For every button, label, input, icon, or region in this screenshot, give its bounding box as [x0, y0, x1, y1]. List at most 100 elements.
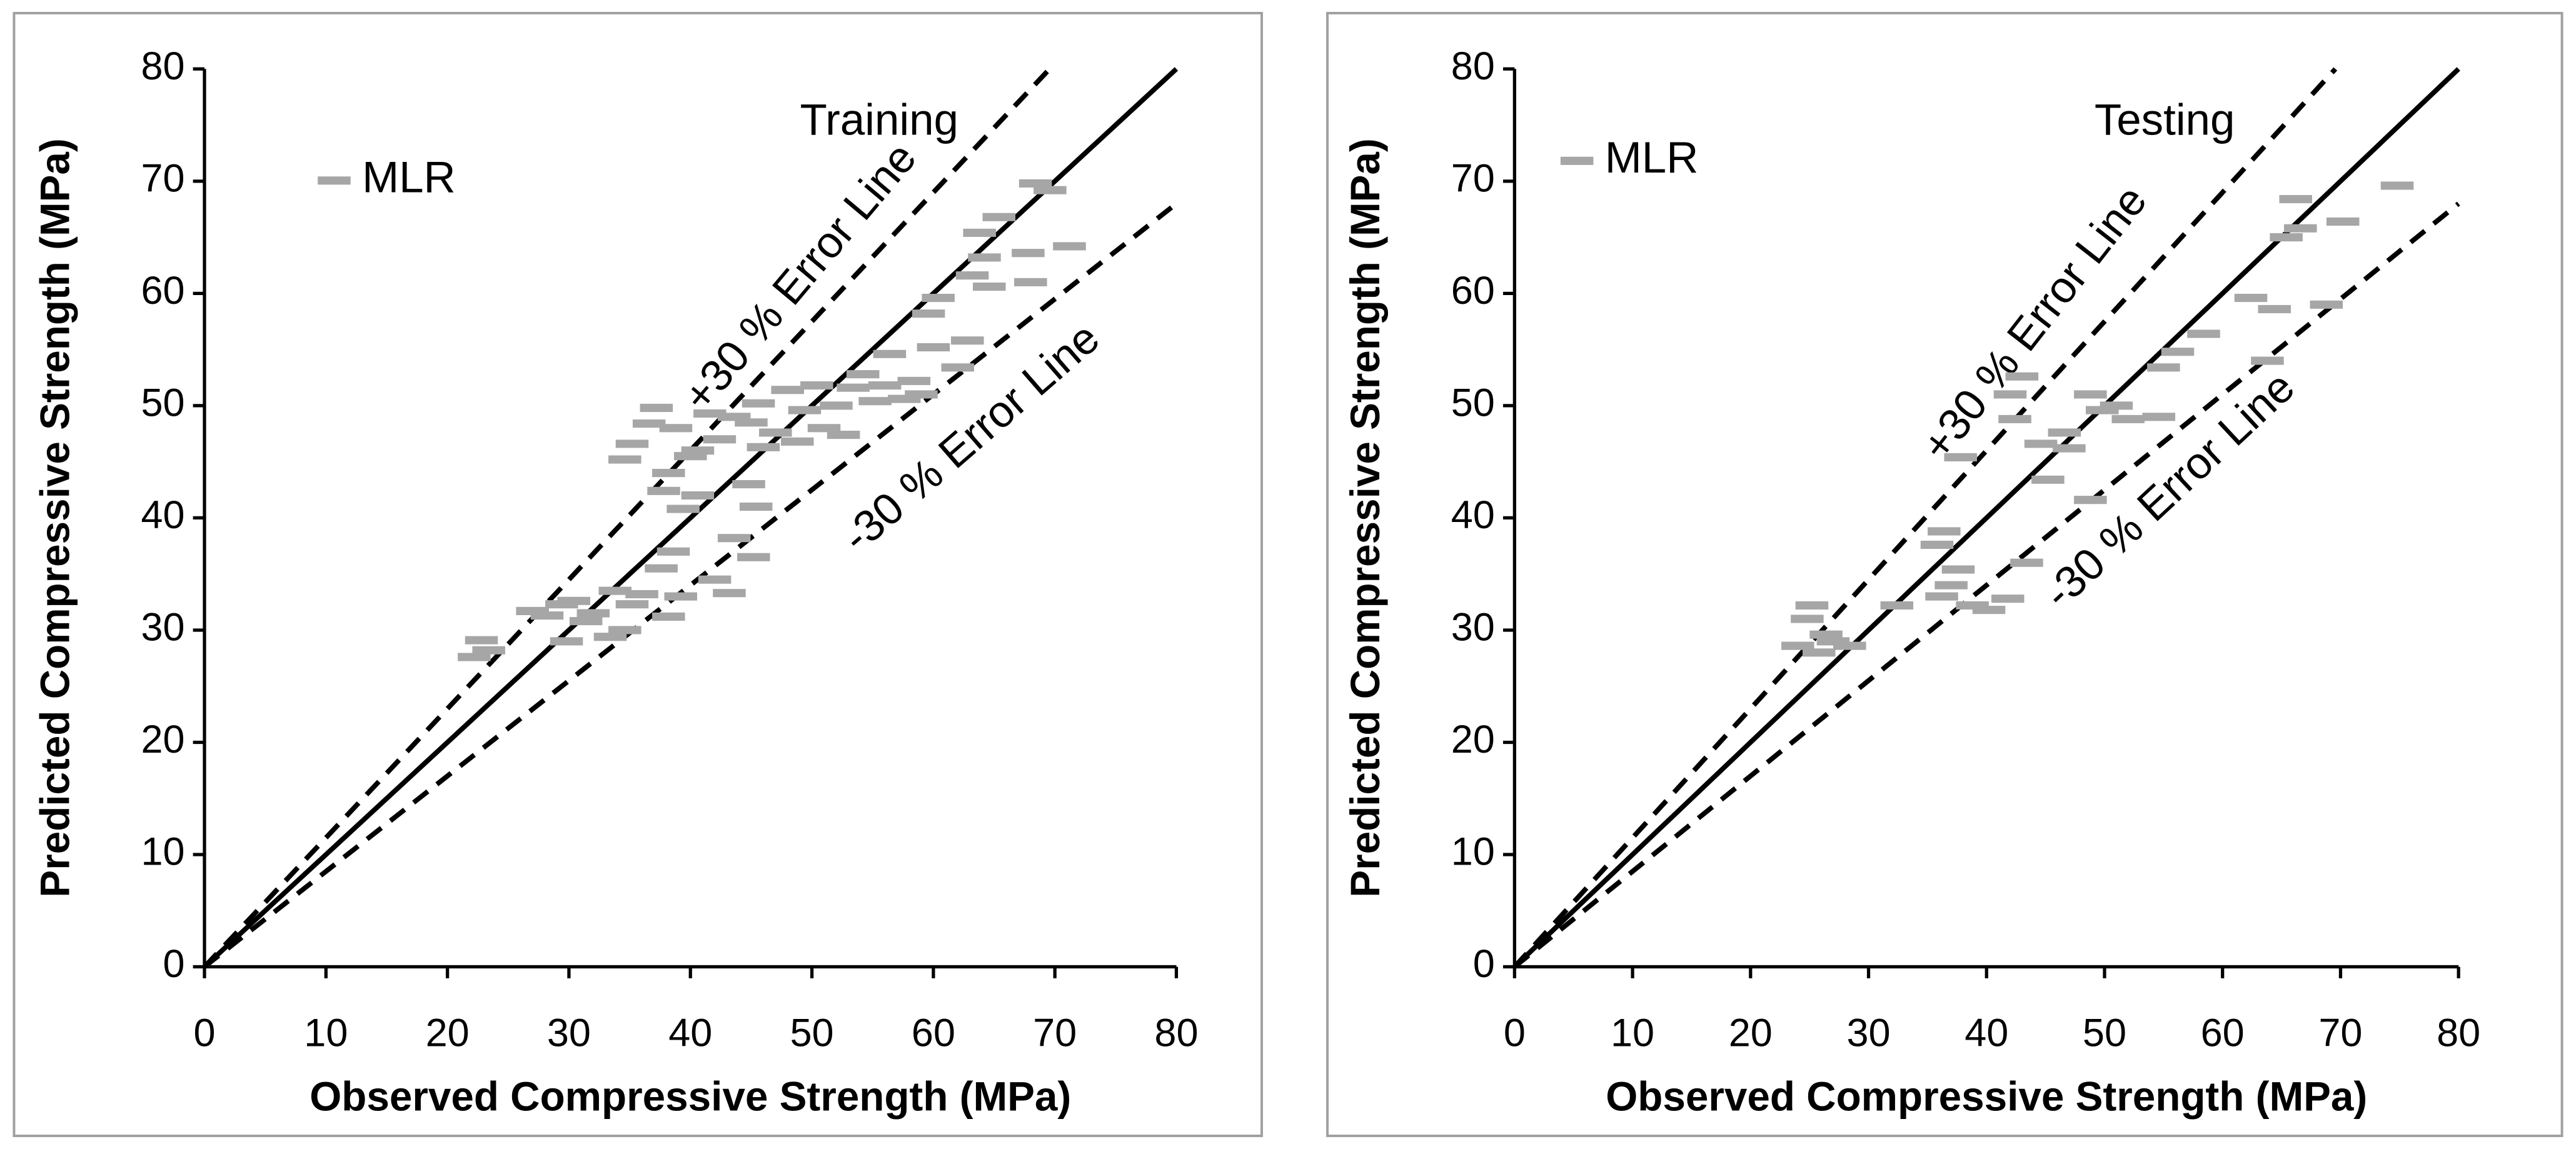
point [758, 428, 792, 437]
point [2147, 363, 2180, 372]
point [2279, 194, 2312, 204]
point [2010, 558, 2043, 567]
reference-line [1512, 201, 2460, 969]
x-tick-label: 50 [790, 1011, 834, 1055]
point [982, 213, 1016, 221]
point [2380, 181, 2414, 190]
point [780, 437, 814, 446]
point [1019, 179, 1052, 188]
x-tick-label: 80 [2437, 1011, 2480, 1055]
point [917, 343, 950, 352]
point [550, 637, 583, 646]
y-tick-label: 50 [141, 381, 184, 425]
point [858, 397, 892, 406]
point [2111, 414, 2145, 423]
point [873, 349, 907, 358]
point [1941, 565, 1975, 574]
point [569, 617, 603, 626]
y-tick-label: 70 [141, 156, 184, 200]
x-tick-label: 50 [2083, 1011, 2126, 1055]
x-tick-label: 20 [426, 1011, 470, 1055]
point [645, 564, 678, 573]
point [897, 376, 931, 385]
panel-border [13, 12, 1263, 1137]
y-tick-label: 0 [163, 942, 184, 986]
point [465, 636, 498, 645]
point [608, 455, 641, 464]
point [732, 479, 765, 489]
point [681, 446, 715, 455]
annotation: -30 % Error Line [2035, 362, 2304, 618]
point [2234, 293, 2268, 303]
x-tick-label: 0 [194, 1011, 216, 1055]
reference-line [203, 201, 1178, 969]
y-tick-label: 10 [141, 830, 184, 874]
y-tick-label: 20 [1451, 718, 1495, 761]
point [1972, 606, 2006, 615]
point [1998, 414, 2031, 423]
point [771, 386, 804, 394]
x-tick-label: 30 [547, 1011, 591, 1055]
y-tick-label: 0 [1473, 942, 1495, 986]
point [837, 383, 870, 392]
x-tick-label: 20 [1729, 1011, 1773, 1055]
reference-line [203, 67, 1052, 969]
x-tick-label: 40 [668, 1011, 712, 1055]
point [717, 534, 751, 543]
point [868, 381, 902, 390]
x-tick-label: 70 [2318, 1011, 2362, 1055]
legend-label: MLR [1605, 133, 1699, 183]
point [1944, 453, 1977, 462]
point [659, 424, 693, 433]
point [788, 406, 822, 414]
point [955, 271, 989, 280]
point [1012, 249, 1045, 258]
chart-title: Testing [2095, 96, 2235, 145]
point [2031, 475, 2065, 484]
y-tick-label: 50 [1451, 381, 1495, 425]
reference-line [203, 67, 1179, 969]
point [2053, 444, 2086, 453]
point [2326, 217, 2360, 226]
legend-swatch [1560, 156, 1594, 165]
x-tick-label: 10 [1611, 1011, 1654, 1055]
point [968, 253, 1001, 262]
point [703, 435, 737, 444]
point [2048, 428, 2081, 437]
point [1795, 601, 1829, 610]
point [1991, 595, 2025, 603]
x-tick-label: 60 [2201, 1011, 2245, 1055]
point [2142, 413, 2176, 421]
point [2074, 496, 2107, 504]
point [458, 653, 491, 661]
point [593, 633, 627, 641]
point [800, 381, 833, 390]
annotation: +30 % Error Line [673, 133, 926, 421]
point [1833, 641, 1866, 650]
point [2005, 372, 2039, 381]
point [1053, 242, 1086, 251]
point [747, 443, 780, 451]
point [657, 547, 690, 556]
y-tick-label: 30 [1451, 606, 1495, 650]
point [905, 390, 938, 399]
x-tick-label: 40 [1965, 1011, 2008, 1055]
point [1781, 641, 1814, 650]
point [713, 589, 746, 598]
point [1809, 630, 1843, 639]
point [625, 590, 658, 599]
point [2283, 224, 2317, 233]
point [2074, 390, 2107, 399]
point [1925, 592, 1958, 601]
y-tick-label: 40 [1451, 493, 1495, 537]
y-axis-label: Predicted Compressive Strength (MPa) [1342, 138, 1388, 897]
point [1993, 390, 2027, 399]
point [647, 486, 680, 495]
point [2100, 401, 2133, 410]
y-axis-label: Predicted Compressive Strength (MPa) [33, 138, 78, 897]
point [640, 403, 673, 413]
annotation: +30 % Error Line [1912, 176, 2156, 469]
point [652, 469, 685, 478]
point [912, 309, 945, 318]
